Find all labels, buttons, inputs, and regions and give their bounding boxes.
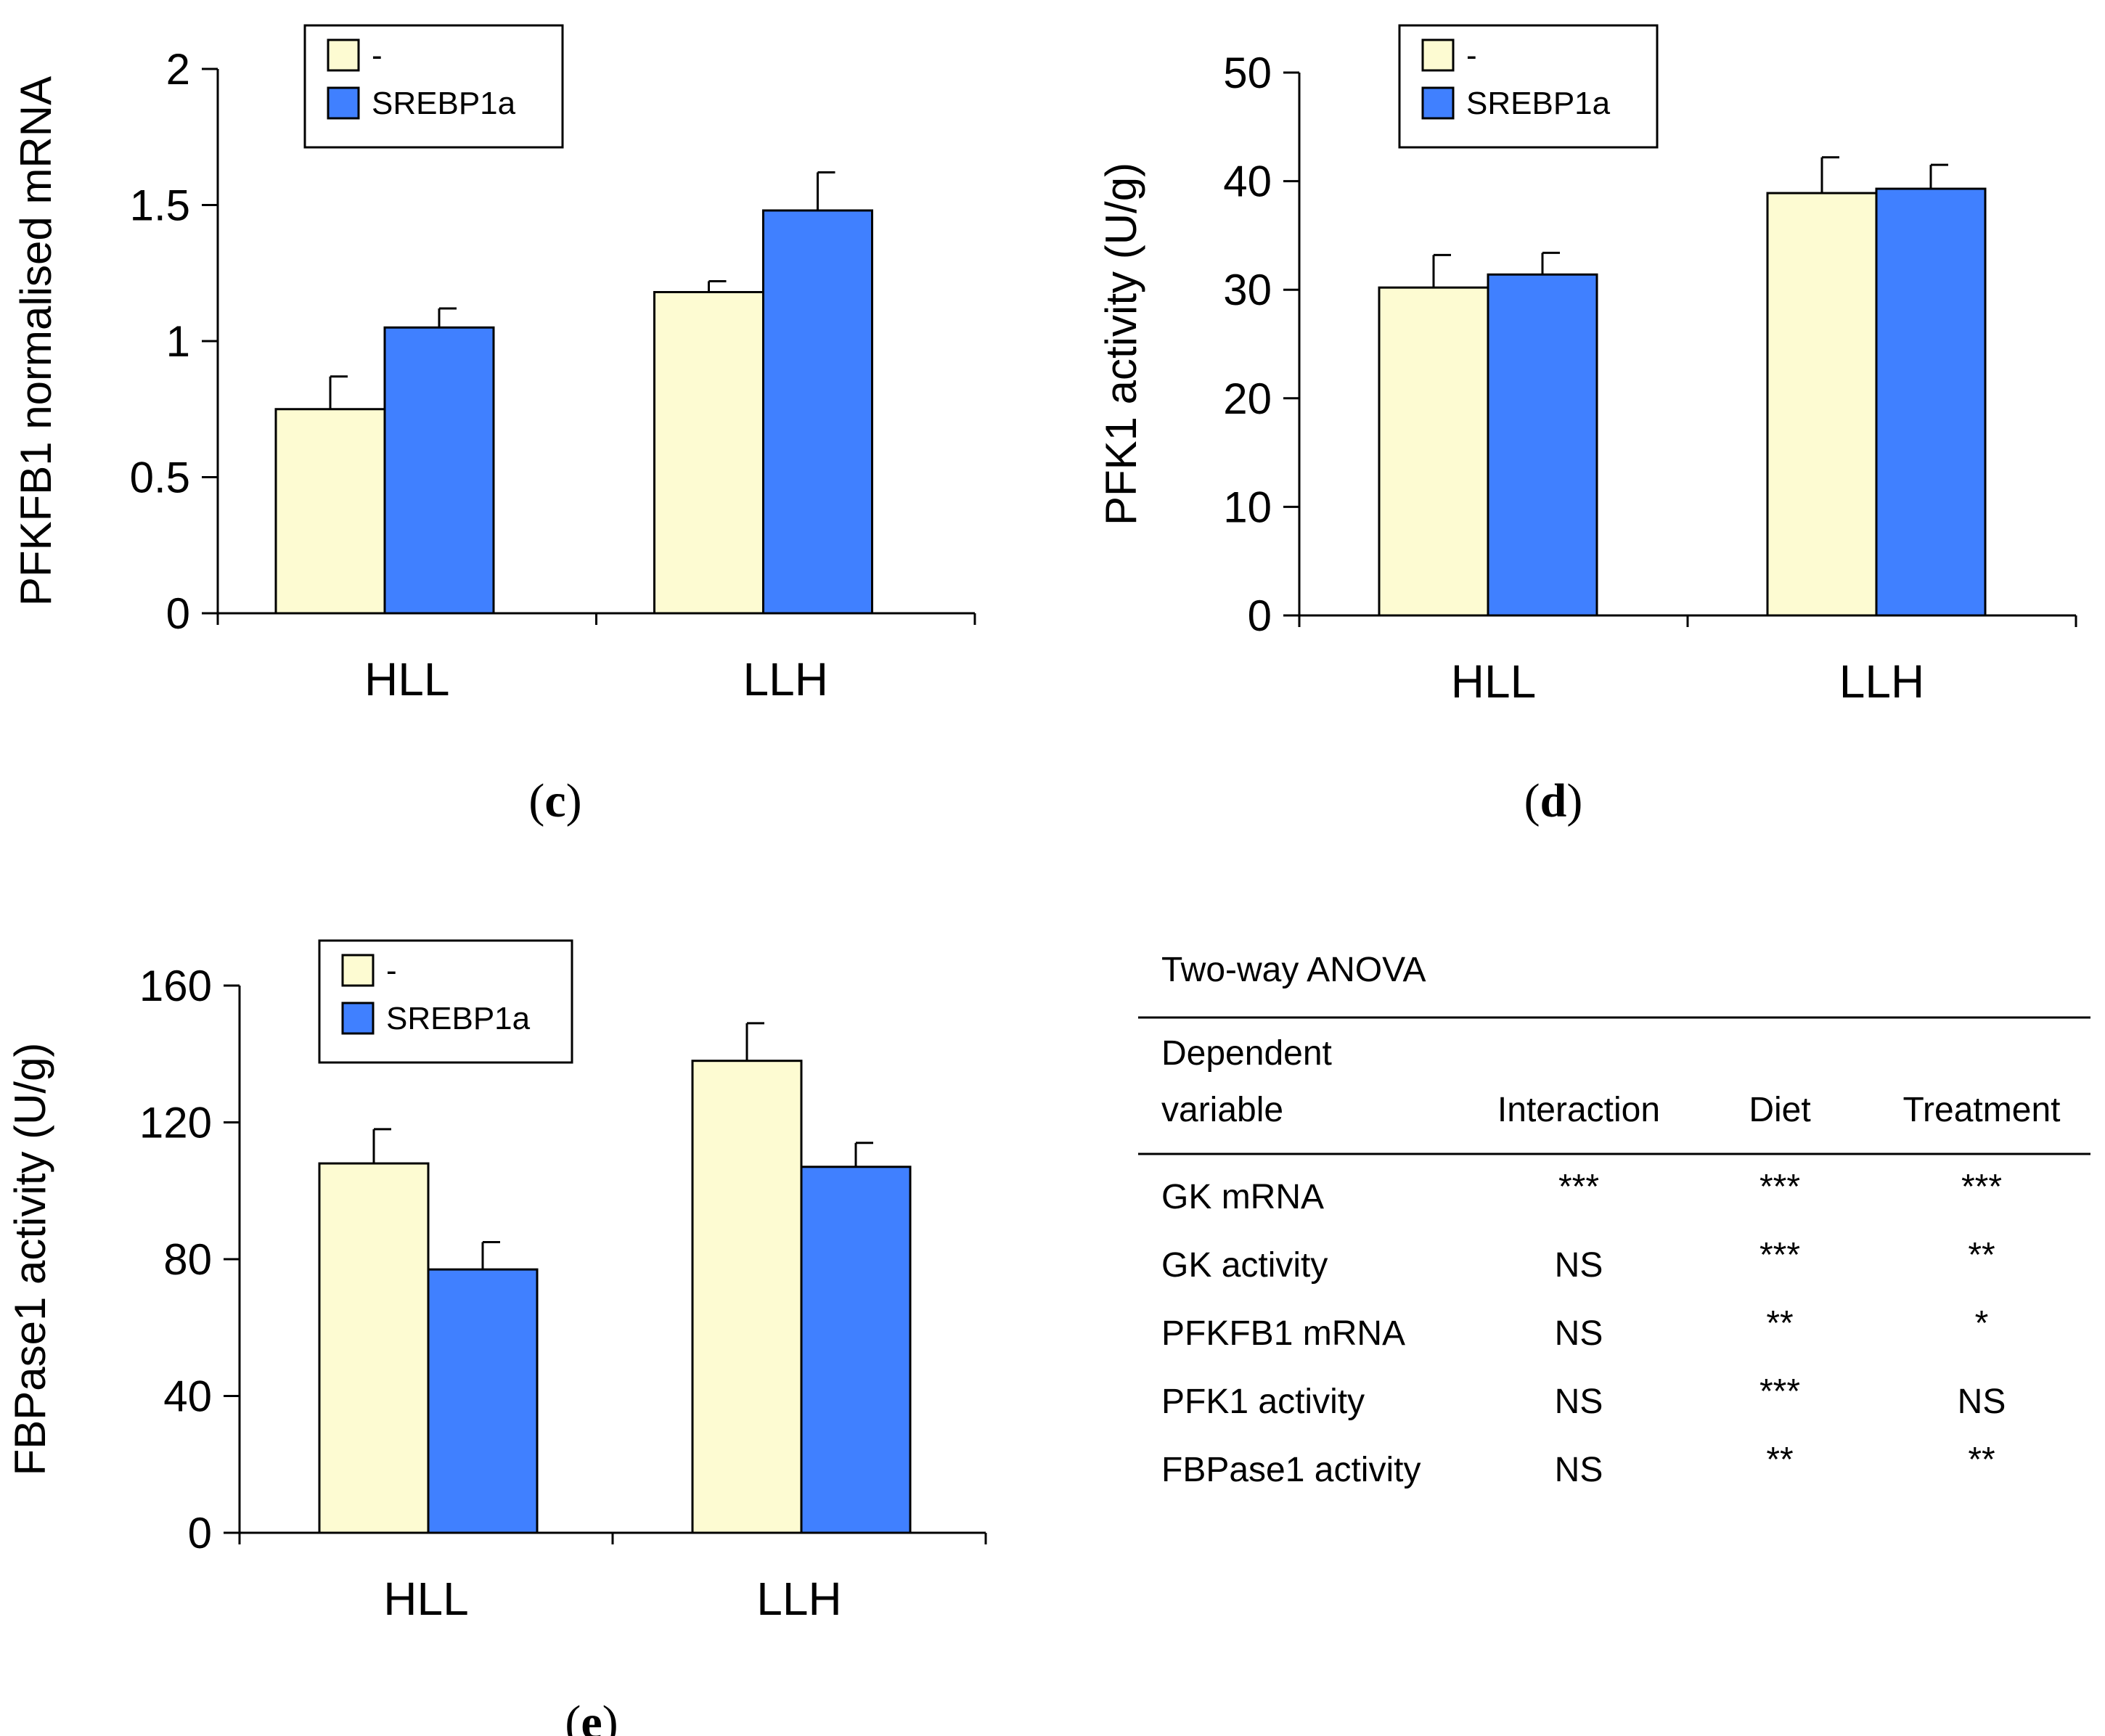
- panel-e-fbpase1-activity-chart: 0 40 80 120 160 HLL LLH FBPase1 activity (U/g) -…: [6, 939, 987, 1736]
- y-tick-label: 2: [166, 45, 190, 94]
- bar-srebp1a-hll: [383, 326, 495, 615]
- table-cell: ***: [1558, 1168, 1599, 1206]
- panel-label-letter: c: [544, 774, 565, 827]
- bar-control-hll: [318, 1162, 430, 1534]
- bar-srebp1a-llh: [762, 209, 873, 615]
- table-row-label: FBPase1 activity: [1161, 1451, 1421, 1489]
- x-category-label: LLH: [756, 1573, 841, 1625]
- x-category-label: HLL: [1451, 655, 1536, 708]
- legend-swatch-control: [1421, 38, 1455, 72]
- y-tick-label: 0: [1248, 591, 1272, 640]
- table-header-cell: Interaction: [1497, 1091, 1660, 1129]
- legend-label-srebp1a: SREBP1a: [386, 1001, 531, 1036]
- table-cell: NS: [1555, 1383, 1603, 1421]
- bar-control-llh: [1766, 192, 1878, 617]
- y-tick-label: 40: [163, 1372, 212, 1421]
- panel-label-close: ): [566, 774, 582, 827]
- table-cell: **: [1766, 1304, 1793, 1343]
- panel-label-open: (: [528, 774, 544, 827]
- bar-srebp1a-llh: [1875, 187, 1987, 617]
- bar-control-hll: [1378, 286, 1489, 617]
- panel-label: (d): [1524, 774, 1583, 827]
- table-cell: NS: [1555, 1451, 1603, 1489]
- y-axis-title: FBPase1 activity (U/g): [6, 1043, 54, 1476]
- y-tick-label: 120: [139, 1099, 212, 1147]
- legend-swatch-srebp1a: [1421, 86, 1455, 120]
- table-cell: NS: [1958, 1383, 2006, 1421]
- bar-control-llh: [653, 291, 764, 615]
- bar-srebp1a-hll: [427, 1268, 539, 1534]
- y-tick-label: 10: [1223, 483, 1272, 531]
- y-tick-label: 1: [166, 317, 190, 366]
- table-row-label: PFK1 activity: [1161, 1383, 1365, 1421]
- panel-label-letter: e: [581, 1696, 602, 1736]
- bar-srebp1a-hll: [1487, 273, 1598, 617]
- table-cell: *: [1975, 1304, 1989, 1343]
- panel-label-open: (: [565, 1696, 581, 1736]
- table-header-dependent: Dependent: [1161, 1034, 1332, 1073]
- x-category-label: LLH: [743, 653, 828, 705]
- y-tick-label: 20: [1223, 374, 1272, 423]
- table-cell: NS: [1555, 1314, 1603, 1353]
- table-row-label: PFKFB1 mRNA: [1161, 1314, 1405, 1353]
- panel-label: (c): [528, 774, 581, 827]
- panel-d-pfk1-activity-chart: 0 10 20 30 40 50 HLL LLH PFK1 activity (U/g) - SRE…: [1097, 24, 2077, 827]
- legend-swatch-control: [341, 954, 375, 987]
- table-cell: **: [1968, 1236, 1995, 1274]
- legend-swatch-control: [327, 38, 360, 72]
- table-row-label: GK mRNA: [1161, 1178, 1324, 1216]
- legend-label-srebp1a: SREBP1a: [1466, 86, 1611, 121]
- bar-control-hll: [274, 408, 386, 615]
- x-category-label: HLL: [364, 653, 449, 705]
- y-tick-label: 40: [1223, 157, 1272, 206]
- y-tick-label: 1.5: [130, 181, 190, 230]
- legend-swatch-srebp1a: [327, 86, 360, 120]
- y-axis-title: PFK1 activity (U/g): [1097, 163, 1145, 525]
- table-header-cell: Diet: [1749, 1091, 1810, 1129]
- y-tick-label: 80: [163, 1235, 212, 1284]
- legend-box: [1398, 24, 1659, 149]
- table-cell: **: [1968, 1441, 1995, 1479]
- y-tick-label: 0: [166, 589, 190, 638]
- bar-srebp1a-llh: [800, 1166, 912, 1534]
- legend-label-control: -: [372, 38, 383, 73]
- table-title: Two-way ANOVA: [1161, 951, 1426, 989]
- y-tick-label: 50: [1223, 49, 1272, 97]
- table-cell: ***: [1759, 1372, 1800, 1411]
- table-cell: ***: [1759, 1168, 1800, 1206]
- y-tick-label: 30: [1223, 266, 1272, 314]
- table-cell: ***: [1759, 1236, 1800, 1274]
- y-tick-label: 160: [139, 962, 212, 1010]
- table-row-label: GK activity: [1161, 1246, 1328, 1285]
- x-category-label: LLH: [1839, 655, 1924, 708]
- panel-c-pfkfb1-mrna-chart: 0 0.5 1 1.5 2 HLL LLH PFKFB1 normalised mRNA - SR…: [12, 24, 976, 827]
- y-tick-label: 0.5: [130, 454, 190, 502]
- legend-label-control: -: [1466, 38, 1477, 73]
- x-category-label: HLL: [383, 1573, 468, 1625]
- legend-label-control: -: [386, 953, 397, 988]
- table-header-cell: Treatment: [1903, 1091, 2061, 1129]
- two-way-anova-table: Two-way ANOVA Dependent variable Interactio…: [1138, 951, 2090, 1489]
- table-cell: NS: [1555, 1246, 1603, 1285]
- legend-swatch-srebp1a: [341, 1002, 375, 1035]
- panel-label-open: (: [1524, 774, 1540, 827]
- panel-label-close: ): [1566, 774, 1582, 827]
- y-tick-label: 0: [188, 1509, 212, 1557]
- bar-control-llh: [691, 1060, 803, 1534]
- y-axis-title: PFKFB1 normalised mRNA: [12, 76, 60, 606]
- panel-label: (e): [565, 1696, 618, 1736]
- panel-label-letter: d: [1540, 774, 1567, 827]
- table-cell: **: [1766, 1441, 1793, 1479]
- panel-label-close: ): [602, 1696, 618, 1736]
- legend-label-srebp1a: SREBP1a: [372, 86, 516, 121]
- table-cell: ***: [1961, 1168, 2002, 1206]
- table-header-cell: variable: [1161, 1091, 1283, 1129]
